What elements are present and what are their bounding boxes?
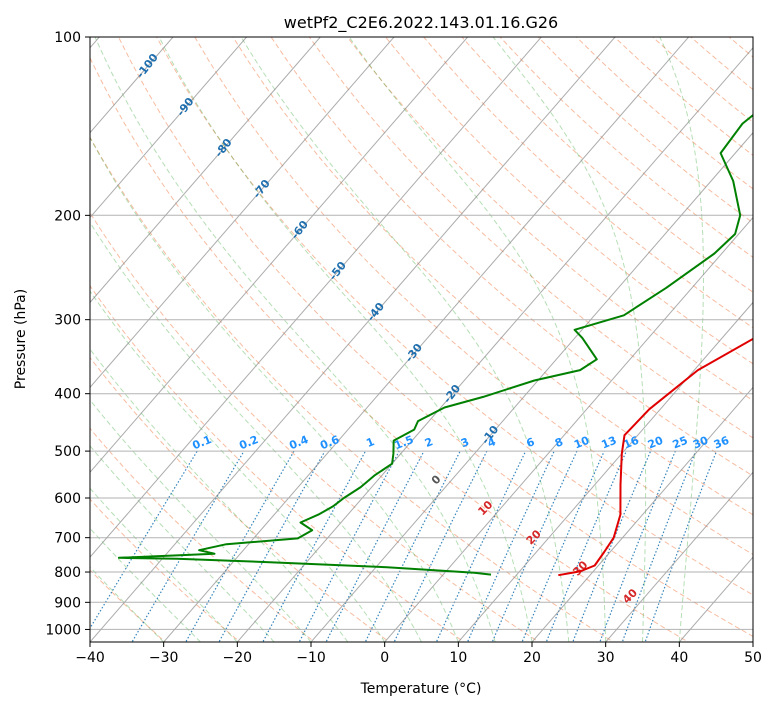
moist-adiabat-line — [90, 290, 386, 642]
y-tick-label: 500 — [54, 444, 81, 460]
y-tick-label: 100 — [54, 30, 81, 46]
moist-adiabat-line — [348, 37, 607, 642]
mixing-ratio-line — [521, 450, 605, 642]
moist-adiabat-line — [158, 37, 533, 642]
mixing-ratio-line — [545, 450, 627, 642]
mixing-ratio-label: 8 — [553, 435, 565, 450]
y-axis-label: Pressure (hPa) — [13, 289, 29, 389]
dry-adiabat-line — [423, 37, 753, 329]
mixing-ratio-line — [644, 450, 718, 642]
x-tick-label: 30 — [597, 650, 615, 666]
dry-adiabat-line — [156, 37, 753, 596]
isotherm-line — [90, 37, 322, 304]
x-axis-label: Temperature (°C) — [360, 681, 482, 697]
isotherm-line — [90, 37, 616, 642]
isotherm-line — [90, 37, 395, 389]
dry-adiabat-line — [385, 37, 753, 365]
y-tick-label: 1000 — [45, 622, 81, 638]
y-tick-label: 300 — [54, 313, 81, 329]
x-tick-label: 0 — [380, 650, 389, 666]
mixing-ratio-line — [393, 450, 488, 642]
mixing-ratio-label: 16 — [622, 434, 641, 452]
x-tick-label: −40 — [75, 650, 105, 666]
moist-adiabat-line — [492, 37, 647, 642]
dry-adiabat-line — [90, 136, 615, 642]
moist-adiabat-line — [94, 37, 496, 642]
mixing-ratio-label: 13 — [599, 434, 618, 452]
y-tick-label: 600 — [54, 491, 81, 507]
x-tick-label: 10 — [449, 650, 467, 666]
mixing-ratio-line — [262, 450, 367, 642]
mixing-ratio-label: 30 — [691, 434, 710, 452]
moist-adiabat-line — [90, 566, 165, 642]
y-tick-label: 400 — [54, 387, 81, 403]
dry-adiabat-line — [90, 356, 391, 642]
sounding-profiles — [117, 113, 753, 577]
x-tick-label: 50 — [744, 650, 762, 666]
x-axis-ticks: −40 −30 −20 −10 0 10 20 30 40 50 — [75, 642, 762, 666]
mixing-ratio-label: 25 — [671, 434, 690, 452]
isotherm-line — [457, 301, 753, 642]
mixing-ratio-label: 2 — [423, 435, 435, 450]
isotherm-line — [163, 37, 690, 642]
mixing-ratio-line — [599, 450, 676, 642]
moist-adiabat-line — [240, 37, 570, 642]
y-tick-label: 800 — [54, 565, 81, 581]
x-tick-label: −10 — [296, 650, 326, 666]
y-tick-label: 900 — [54, 595, 81, 611]
dry-adiabat-line — [308, 37, 753, 439]
isotherm-line — [531, 386, 753, 642]
dry-adiabat-line — [232, 37, 753, 516]
mixing-ratio-label: 10 — [572, 434, 591, 452]
x-tick-label: −20 — [223, 650, 253, 666]
mixing-ratio-line — [621, 450, 697, 642]
isotherm-line — [90, 37, 543, 558]
dewpoint-profile-line — [117, 113, 753, 576]
mixing-ratio-label: 1 — [364, 435, 376, 450]
moist-adiabat-line — [90, 348, 349, 642]
y-tick-label: 700 — [54, 531, 81, 547]
mixing-ratio-line — [572, 450, 652, 642]
y-tick-label: 200 — [54, 208, 81, 224]
y-axis-ticks: 100 200 300 400 500 600 700 800 900 1000 — [45, 30, 90, 638]
x-tick-label: −30 — [149, 650, 179, 666]
isotherm-line — [605, 471, 753, 642]
x-tick-label: 40 — [670, 650, 688, 666]
isotherm-line — [90, 37, 469, 474]
mixing-ratio-line — [491, 450, 578, 642]
plot-frame — [89, 36, 754, 643]
mixing-ratio-line — [435, 450, 527, 642]
isotherm-line — [384, 216, 753, 642]
mixing-ratio-line — [364, 450, 461, 642]
mixing-ratio-label: 20 — [646, 434, 665, 452]
isotherm-line — [236, 47, 753, 642]
moist-adiabat-line — [659, 37, 704, 642]
temperature-profile-line — [558, 337, 753, 577]
isotherms — [90, 37, 753, 642]
isotherm-line — [310, 131, 753, 642]
mixing-ratio-line — [90, 450, 198, 630]
moist-adiabat-line — [90, 487, 238, 642]
chart-title: wetPf2_C2E6.2022.143.01.16.G26 — [284, 13, 558, 33]
dry-adiabat-line — [270, 37, 753, 477]
x-tick-label: 20 — [523, 650, 541, 666]
mixing-ratio-label: 3 — [459, 435, 471, 450]
mixing-ratio-label: 36 — [712, 434, 731, 452]
isotherm-line — [90, 37, 174, 134]
isotherm-line — [90, 37, 248, 219]
dry-adiabat-line — [194, 37, 753, 556]
isobars — [90, 37, 753, 630]
